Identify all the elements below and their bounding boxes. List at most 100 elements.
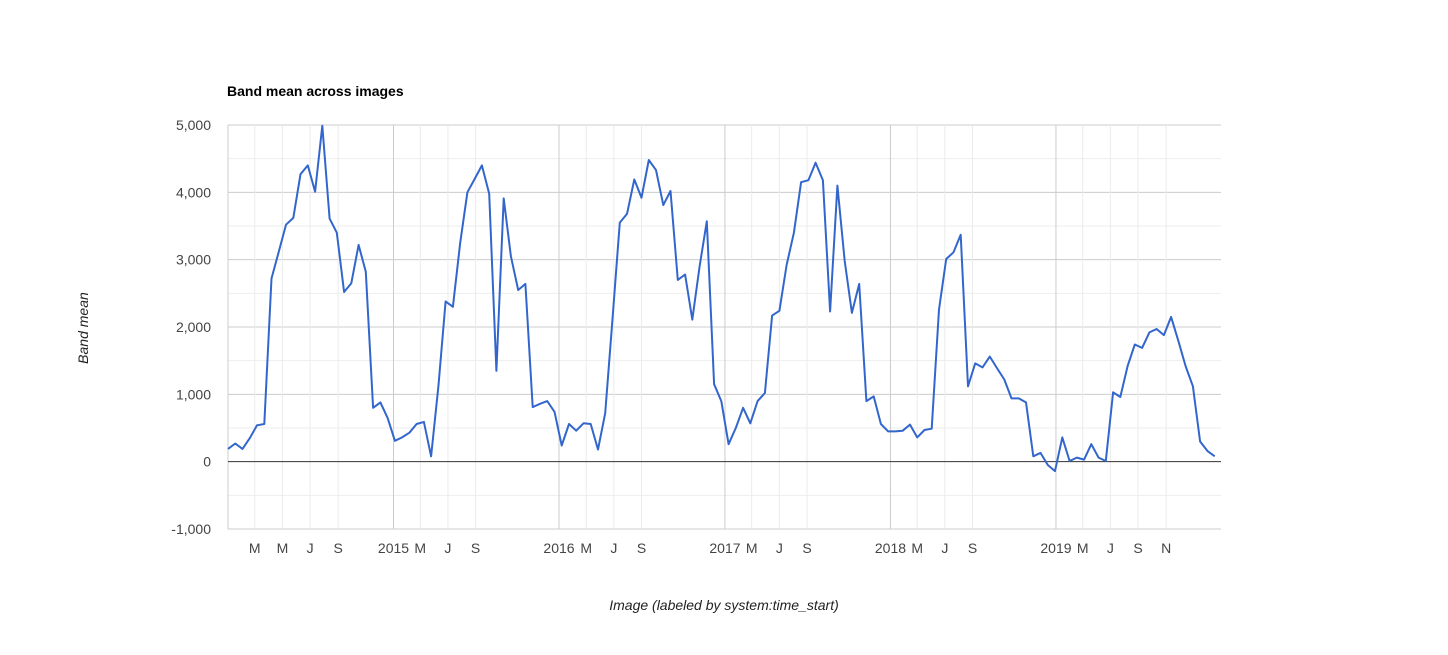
data-point — [973, 361, 977, 365]
x-tick-label: J — [444, 540, 451, 556]
x-tick-label: S — [637, 540, 646, 556]
data-point — [1147, 330, 1151, 334]
y-tick-label: 5,000 — [176, 117, 211, 133]
data-point — [756, 399, 760, 403]
data-point — [806, 178, 810, 182]
data-point — [444, 299, 448, 303]
data-point — [451, 305, 455, 309]
data-point — [509, 254, 513, 258]
x-tick-label: 2015 — [378, 540, 409, 556]
x-tick-label: M — [746, 540, 758, 556]
data-point — [371, 406, 375, 410]
data-point — [763, 391, 767, 395]
y-tick-label: 1,000 — [176, 386, 211, 402]
data-point — [879, 422, 883, 426]
data-point — [277, 250, 281, 254]
data-point — [625, 212, 629, 216]
x-tick-label: S — [334, 540, 343, 556]
series-line-band-mean — [227, 124, 1216, 473]
data-point — [1060, 435, 1064, 439]
data-point — [1140, 346, 1144, 350]
x-tick-label: M — [414, 540, 426, 556]
x-tick-label: S — [802, 540, 811, 556]
x-tick-label: S — [968, 540, 977, 556]
data-point — [248, 436, 252, 440]
data-point — [814, 161, 818, 165]
data-point — [560, 444, 564, 448]
data-point — [335, 231, 339, 235]
data-point — [357, 243, 361, 247]
data-point — [1111, 390, 1115, 394]
data-point — [270, 277, 274, 281]
data-point — [473, 177, 477, 181]
data-point — [582, 421, 586, 425]
gridlines — [227, 124, 1221, 530]
x-tick-label: J — [1107, 540, 1114, 556]
x-tick-label: 2019 — [1040, 540, 1071, 556]
data-point — [1104, 459, 1108, 463]
data-point — [458, 241, 462, 245]
data-point — [1068, 459, 1072, 463]
y-tick-label: -1,000 — [171, 521, 211, 537]
data-point — [770, 314, 774, 318]
data-point — [1046, 463, 1050, 467]
data-point — [364, 270, 368, 274]
x-tick-label: S — [471, 540, 480, 556]
data-point — [400, 435, 404, 439]
data-point — [1191, 384, 1195, 388]
data-point — [284, 223, 288, 227]
data-point — [937, 308, 941, 312]
data-point — [821, 178, 825, 182]
data-point — [262, 422, 266, 426]
data-point — [1133, 343, 1137, 347]
data-point — [465, 190, 469, 194]
data-point — [1024, 400, 1028, 404]
data-point — [1205, 449, 1209, 453]
x-axis-title: Image (labeled by system:time_start) — [609, 597, 839, 613]
x-axis-tick-labels: M M J S 2015 M J S 2016 M J S 2017 M J S 2018 M J S 2019 M J S N — [249, 540, 1171, 556]
data-point — [487, 192, 491, 196]
x-tick-label: J — [776, 540, 783, 556]
data-point — [799, 180, 803, 184]
data-point — [393, 439, 397, 443]
data-point — [502, 196, 506, 200]
y-axis-tick-labels: 5,000 4,000 3,000 2,000 1,000 0 -1,000 — [171, 117, 211, 537]
data-point — [611, 317, 615, 321]
data-point — [1010, 396, 1014, 400]
data-point — [777, 309, 781, 313]
y-tick-label: 4,000 — [176, 184, 211, 200]
data-point — [647, 158, 651, 162]
x-tick-label: J — [941, 540, 948, 556]
data-point — [690, 318, 694, 322]
data-point — [712, 382, 716, 386]
data-point — [378, 400, 382, 404]
data-point — [734, 426, 738, 430]
data-point — [930, 427, 934, 431]
y-tick-label: 2,000 — [176, 319, 211, 335]
data-point — [705, 219, 709, 223]
x-tick-label: M — [277, 540, 289, 556]
x-tick-label: M — [249, 540, 261, 556]
data-point — [306, 163, 310, 167]
data-point — [1213, 454, 1217, 458]
data-point — [531, 405, 535, 409]
data-point — [1039, 451, 1043, 455]
data-point — [1075, 456, 1079, 460]
data-point — [908, 423, 912, 427]
x-tick-label: N — [1161, 540, 1171, 556]
data-point — [1126, 364, 1130, 368]
x-tick-label: 2018 — [875, 540, 906, 556]
data-point — [1184, 364, 1188, 368]
data-point — [785, 263, 789, 267]
data-point — [589, 422, 593, 426]
data-point — [415, 422, 419, 426]
data-point — [966, 384, 970, 388]
data-point — [872, 394, 876, 398]
y-axis-title: Band mean — [75, 292, 91, 364]
data-point — [299, 172, 303, 176]
data-point — [436, 384, 440, 388]
x-tick-label: 2017 — [709, 540, 740, 556]
data-point — [944, 257, 948, 261]
data-points — [226, 124, 1217, 473]
